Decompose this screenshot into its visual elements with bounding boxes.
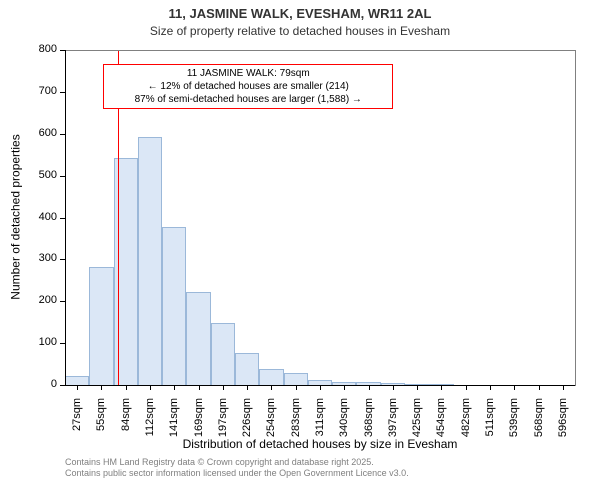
x-tick <box>490 385 491 390</box>
x-tick <box>441 385 442 390</box>
histogram-bar <box>89 267 113 386</box>
x-tick <box>539 385 540 390</box>
x-tick <box>296 385 297 390</box>
y-axis-label: Number of detached properties <box>8 49 22 384</box>
x-tick <box>417 385 418 390</box>
y-tick <box>60 259 65 260</box>
x-tick <box>320 385 321 390</box>
histogram-bar <box>211 323 235 386</box>
x-tick <box>344 385 345 390</box>
x-tick <box>223 385 224 390</box>
x-tick <box>126 385 127 390</box>
y-tick <box>60 92 65 93</box>
x-tick <box>247 385 248 390</box>
y-tick <box>60 134 65 135</box>
x-tick <box>199 385 200 390</box>
histogram-bar <box>138 137 162 386</box>
annotation-line3: 87% of semi-detached houses are larger (… <box>110 93 386 106</box>
footer-text: Contains HM Land Registry data © Crown c… <box>65 457 409 479</box>
title-line2: Size of property relative to detached ho… <box>0 24 600 38</box>
annotation-line2: ← 12% of detached houses are smaller (21… <box>110 80 386 93</box>
x-tick <box>101 385 102 390</box>
histogram-bar <box>186 292 210 386</box>
y-tick <box>60 176 65 177</box>
y-tick <box>60 50 65 51</box>
x-tick <box>563 385 564 390</box>
x-tick <box>174 385 175 390</box>
plot-area: 11 JASMINE WALK: 79sqm← 12% of detached … <box>65 50 576 386</box>
x-tick <box>369 385 370 390</box>
footer-line1: Contains HM Land Registry data © Crown c… <box>65 457 409 468</box>
x-tick <box>271 385 272 390</box>
annotation-box: 11 JASMINE WALK: 79sqm← 12% of detached … <box>103 64 393 109</box>
title-line1: 11, JASMINE WALK, EVESHAM, WR11 2AL <box>0 6 600 21</box>
histogram-bar <box>259 369 283 386</box>
annotation-line1: 11 JASMINE WALK: 79sqm <box>110 67 386 80</box>
x-tick <box>150 385 151 390</box>
x-tick <box>77 385 78 390</box>
y-axis-line <box>65 50 66 385</box>
histogram-bar <box>235 353 259 387</box>
y-tick <box>60 343 65 344</box>
x-tick <box>393 385 394 390</box>
y-tick <box>60 385 65 386</box>
x-axis-label: Distribution of detached houses by size … <box>65 437 575 451</box>
x-tick <box>514 385 515 390</box>
footer-line2: Contains public sector information licen… <box>65 468 409 479</box>
x-tick <box>466 385 467 390</box>
y-tick <box>60 301 65 302</box>
histogram-bar <box>162 227 186 386</box>
y-tick <box>60 218 65 219</box>
